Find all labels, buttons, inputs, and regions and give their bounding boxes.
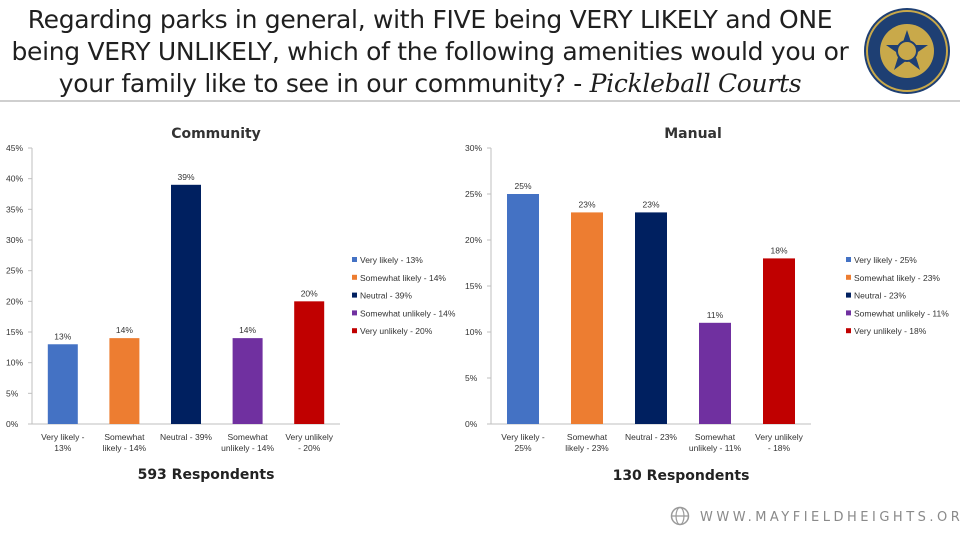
- legend-swatch: [352, 274, 357, 280]
- x-tick-label: Somewhat unlikely - 14%: [221, 432, 274, 453]
- data-label: 13%: [54, 331, 71, 341]
- y-tick-label: 25%: [465, 189, 482, 199]
- bar: [763, 258, 795, 424]
- legend-entry: Very likely - 13%: [360, 255, 423, 265]
- page-title: Regarding parks in general, with FIVE be…: [0, 4, 860, 100]
- x-tick-label: Somewhat likely - 23%: [565, 432, 609, 453]
- bar: [635, 212, 667, 424]
- data-label: 25%: [514, 181, 531, 191]
- legend-swatch: [352, 257, 357, 262]
- title-main-text: Regarding parks in general, with FIVE be…: [11, 5, 849, 98]
- title-divider: [0, 100, 960, 102]
- y-tick-label: 20%: [6, 296, 23, 306]
- y-tick-label: 45%: [6, 143, 23, 153]
- x-tick-label: Very unlikely - 20%: [285, 432, 333, 453]
- chart-title: Community: [171, 126, 261, 142]
- y-tick-label: 0%: [465, 419, 478, 429]
- y-tick-label: 5%: [6, 388, 19, 398]
- bar: [171, 184, 201, 424]
- x-tick-label: Neutral - 39%: [160, 432, 212, 442]
- legend-entry: Very likely - 25%: [854, 255, 917, 265]
- data-label: 39%: [177, 172, 194, 182]
- legend-entry: Neutral - 23%: [854, 291, 906, 301]
- y-tick-label: 35%: [6, 204, 23, 214]
- legend-swatch: [846, 328, 851, 334]
- data-label: 14%: [239, 325, 256, 335]
- legend-entry: Very unlikely - 20%: [360, 326, 433, 336]
- legend-entry: Somewhat unlikely - 11%: [854, 308, 949, 318]
- bar: [571, 212, 603, 424]
- legend-swatch: [846, 274, 851, 280]
- legend-entry: Somewhat unlikely - 14%: [360, 308, 456, 318]
- y-tick-label: 25%: [6, 266, 23, 276]
- y-tick-label: 40%: [6, 174, 23, 184]
- y-tick-label: 15%: [6, 327, 23, 337]
- legend-swatch: [846, 257, 851, 262]
- y-tick-label: 0%: [6, 419, 19, 429]
- data-label: 23%: [578, 199, 595, 209]
- x-tick-label: Very likely -13%: [41, 432, 85, 453]
- y-tick-label: 30%: [6, 235, 23, 245]
- y-tick-label: 30%: [465, 143, 482, 153]
- y-tick-label: 20%: [465, 235, 482, 245]
- bar: [699, 322, 731, 424]
- city-seal-logo: [864, 8, 950, 94]
- title-emphasis-text: Pickleball Courts: [589, 69, 802, 98]
- x-tick-label: Somewhat unlikely - 11%: [689, 432, 742, 453]
- bar: [109, 338, 140, 424]
- legend-swatch: [352, 310, 357, 316]
- data-label: 20%: [301, 288, 318, 298]
- respondents-note: 593 Respondents: [138, 467, 275, 483]
- data-label: 14%: [116, 325, 133, 335]
- globe-icon: [670, 506, 690, 526]
- data-label: 18%: [770, 245, 787, 255]
- legend-swatch: [352, 292, 357, 298]
- bar: [294, 301, 325, 424]
- respondents-note: 130 Respondents: [613, 468, 750, 484]
- y-tick-label: 10%: [6, 358, 23, 368]
- chart-title: Manual: [664, 126, 722, 142]
- bar: [507, 194, 539, 424]
- x-tick-label: Very likely -25%: [501, 432, 545, 453]
- legend-entry: Very unlikely - 18%: [854, 326, 927, 336]
- x-tick-label: Somewhat likely - 14%: [103, 432, 147, 453]
- bar: [47, 344, 78, 424]
- bar: [232, 338, 263, 424]
- legend-swatch: [352, 328, 357, 334]
- x-tick-label: Very unlikely - 18%: [755, 432, 803, 453]
- legend-entry: Somewhat likely - 14%: [360, 273, 446, 283]
- legend-swatch: [846, 310, 851, 316]
- y-tick-label: 15%: [465, 281, 482, 291]
- x-tick-label: Neutral - 23%: [625, 432, 677, 442]
- footer-url: WWW.MAYFIELDHEIGHTS.ORG: [700, 510, 960, 525]
- legend-entry: Somewhat likely - 23%: [854, 273, 940, 283]
- y-tick-label: 10%: [465, 327, 482, 337]
- y-tick-label: 5%: [465, 373, 478, 383]
- data-label: 11%: [707, 310, 724, 320]
- legend-swatch: [846, 292, 851, 298]
- legend-entry: Neutral - 39%: [360, 291, 412, 301]
- data-label: 23%: [642, 199, 659, 209]
